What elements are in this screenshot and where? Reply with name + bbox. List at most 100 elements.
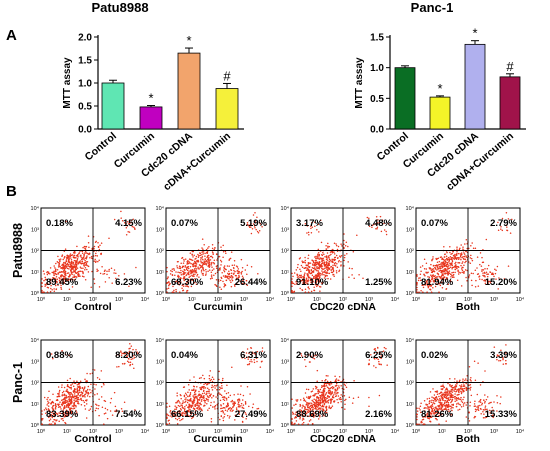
y-tick-label: 0.0 xyxy=(370,125,384,136)
y-tick-label: 10³ xyxy=(281,227,289,233)
flow-row-label: Panc-1 xyxy=(11,362,25,403)
bar xyxy=(429,96,451,130)
panel-a-letter: A xyxy=(6,27,17,44)
chart-title: Panc-1 xyxy=(411,0,454,15)
y-tick-label: 10¹ xyxy=(31,402,39,408)
y-tick-label: 1.0 xyxy=(78,79,92,90)
y-tick-label: 0.0 xyxy=(78,125,92,136)
flow-plot-label: Control xyxy=(74,301,111,313)
quadrant-percent: 5.19% xyxy=(240,218,267,229)
flow-plot-label: Control xyxy=(74,433,111,445)
y-tick-label: 10¹ xyxy=(31,270,39,276)
bar xyxy=(464,43,486,130)
bar xyxy=(215,88,239,130)
quadrant-percent: 81.26% xyxy=(421,409,454,420)
x-tick-label: 10² xyxy=(214,429,222,435)
quadrant-percent: 81.94% xyxy=(421,277,454,288)
scatter-dots xyxy=(291,215,390,293)
significance-mark: * xyxy=(437,81,442,96)
x-tick-label: 10¹ xyxy=(63,297,71,303)
x-tick-label: 10¹ xyxy=(438,297,446,303)
scatter-dots xyxy=(41,210,137,293)
quadrant-percent: 66.15% xyxy=(171,409,204,420)
x-tick-label: 10⁴ xyxy=(266,428,275,435)
quadrant-percent: 3.17% xyxy=(296,218,323,229)
y-tick-label: 10⁰ xyxy=(156,422,165,429)
y-tick-label: 10⁰ xyxy=(406,422,415,429)
y-tick-label: 10¹ xyxy=(156,402,164,408)
y-tick-label: 10¹ xyxy=(281,402,289,408)
y-tick-label: 10⁰ xyxy=(406,290,415,297)
quadrant-percent: 0.07% xyxy=(421,218,448,229)
quadrant-percent: 6.31% xyxy=(240,350,267,361)
flow-plot-label: CDC20 cDNA xyxy=(310,301,376,313)
quadrant-percent: 26.44% xyxy=(235,277,268,288)
y-tick-label: 10² xyxy=(406,249,414,255)
quadrant-percent: 1.25% xyxy=(365,277,392,288)
quadrant-percent: 15.33% xyxy=(485,409,518,420)
significance-mark: * xyxy=(186,33,191,48)
significance-mark: * xyxy=(148,91,153,106)
significance-mark: # xyxy=(223,68,231,83)
x-tick-label: 10⁰ xyxy=(37,296,46,303)
significance-mark: * xyxy=(472,26,477,41)
x-tick-label: 10⁰ xyxy=(412,428,421,435)
x-tick-label: 10³ xyxy=(365,297,373,303)
x-tick-label: 10⁴ xyxy=(391,296,400,303)
quadrant-percent: 2.90% xyxy=(296,350,323,361)
quadrant-percent: 4.48% xyxy=(365,218,392,229)
y-tick-label: 10⁴ xyxy=(156,337,165,344)
x-tick-label: 10⁰ xyxy=(287,428,296,435)
x-tick-label: 10⁴ xyxy=(141,428,150,435)
y-tick-label: 10⁴ xyxy=(31,205,40,212)
panel-b-letter: B xyxy=(6,183,17,200)
y-tick-label: 10¹ xyxy=(406,270,414,276)
y-tick-label: 1.5 xyxy=(78,56,92,67)
quadrant-percent: 0.07% xyxy=(171,218,198,229)
x-tick-label: 10² xyxy=(339,297,347,303)
y-tick-label: 10³ xyxy=(31,227,39,233)
x-tick-label: 10³ xyxy=(365,429,373,435)
flow-row-label: Patu8988 xyxy=(11,223,25,278)
y-tick-label: 10⁴ xyxy=(406,205,415,212)
quadrant-percent: 89.45% xyxy=(46,277,79,288)
y-tick-label: 10⁴ xyxy=(156,205,165,212)
bar xyxy=(177,52,201,130)
y-axis-label: MTT assay xyxy=(354,57,365,109)
quadrant-percent: 0.04% xyxy=(171,350,198,361)
flow-plot-label: Both xyxy=(456,433,480,445)
x-tick-label: 10³ xyxy=(490,297,498,303)
y-tick-label: 10² xyxy=(156,381,164,387)
scatter-dots xyxy=(291,346,388,425)
flow-plot-label: Curcumin xyxy=(193,433,242,445)
quadrant-percent: 68.30% xyxy=(171,277,204,288)
bar xyxy=(139,106,163,130)
quadrant-percent: 8.20% xyxy=(115,350,142,361)
x-tick-label: 10¹ xyxy=(313,297,321,303)
y-tick-label: 10³ xyxy=(31,359,39,365)
quadrant-percent: 7.54% xyxy=(115,409,142,420)
flow-plot-label: CDC20 cDNA xyxy=(310,433,376,445)
flow-plot-label: Both xyxy=(456,301,480,313)
y-tick-label: 10⁴ xyxy=(281,337,290,344)
x-tick-label: 10⁰ xyxy=(162,428,171,435)
y-tick-label: 0.5 xyxy=(78,102,92,113)
category-label: cDNA+Curcumin xyxy=(161,130,233,193)
x-tick-label: 10² xyxy=(89,297,97,303)
x-tick-label: 10¹ xyxy=(313,429,321,435)
flow-plot-label: Curcumin xyxy=(193,301,242,313)
y-tick-label: 10² xyxy=(156,249,164,255)
x-tick-label: 10¹ xyxy=(63,429,71,435)
scatter-dots xyxy=(166,212,267,293)
quadrant-percent: 88.69% xyxy=(296,409,329,420)
x-tick-label: 10³ xyxy=(240,297,248,303)
y-tick-label: 10² xyxy=(31,381,39,387)
quadrant-percent: 15.20% xyxy=(485,277,518,288)
scatter-dots xyxy=(166,347,264,425)
